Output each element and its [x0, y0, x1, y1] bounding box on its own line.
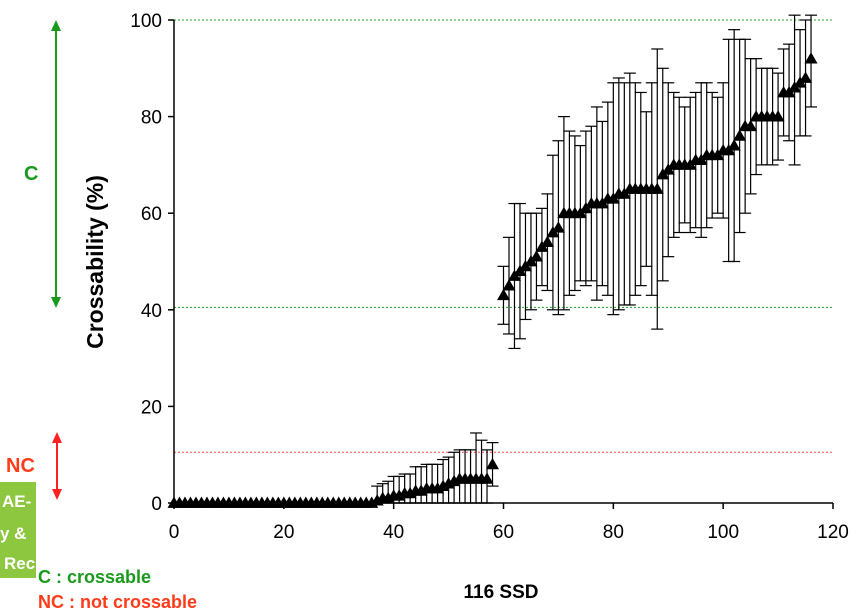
x-tick-label: 40 [383, 522, 404, 543]
y-tick-label: 60 [141, 204, 162, 225]
data-point-triangle [744, 119, 758, 132]
data-point-triangle [486, 457, 500, 470]
cropped-green-panel: AE- y & Rec [0, 482, 36, 578]
x-tick-label: 0 [169, 522, 180, 543]
y-axis-title: Crossability (%) [82, 175, 108, 349]
data-point-triangle [650, 182, 664, 194]
cropped-text-1: AE- [2, 492, 32, 511]
cropped-text-2: y & [0, 524, 27, 543]
y-tick-label: 100 [130, 11, 162, 32]
y-tick-label: 80 [141, 108, 162, 129]
x-tick-label: 80 [603, 522, 624, 543]
data-point-triangle [540, 235, 554, 248]
y-tick-label: 0 [151, 494, 162, 515]
data-point-triangle [480, 472, 494, 484]
data-point-triangle [502, 279, 516, 291]
data-point-triangle [529, 250, 543, 262]
data-point-triangle [799, 71, 813, 83]
y-tick-label: 40 [141, 301, 162, 322]
data-point-triangle [733, 129, 747, 141]
y-tick-label: 20 [141, 397, 162, 418]
x-tick-label: 20 [273, 522, 294, 543]
x-axis-title: 116 SSD [464, 582, 539, 603]
cropped-text-3: Rec [4, 554, 36, 573]
crossable-range-arrow [51, 20, 61, 308]
data-point-triangle [727, 139, 741, 151]
data-point-triangle [771, 110, 785, 122]
legend-crossable: C : crossable [38, 567, 151, 587]
x-tick-label: 120 [817, 522, 849, 543]
data-points [167, 52, 818, 508]
data-point-triangle [497, 288, 510, 301]
not-crossable-range-arrow [52, 432, 62, 500]
legend-not-crossable: NC : not crossable [38, 592, 197, 612]
data-point-triangle [804, 52, 818, 64]
data-point-triangle [551, 221, 565, 233]
not-crossable-short-label: NC [6, 455, 35, 477]
x-tick-label: 100 [707, 522, 739, 543]
crossable-short-label: C [24, 163, 38, 185]
x-tick-label: 60 [493, 522, 514, 543]
